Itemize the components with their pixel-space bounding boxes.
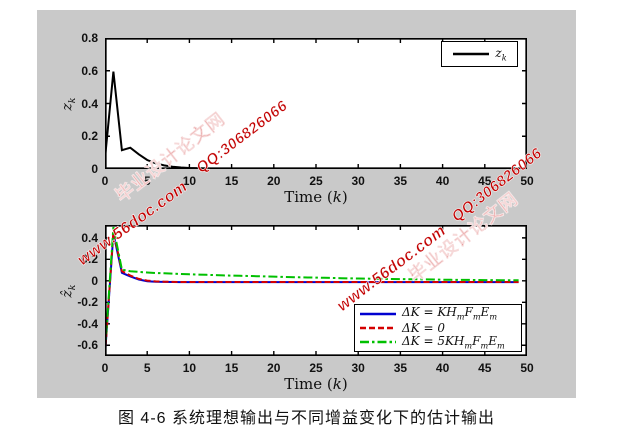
legend-entry: ΔK = 0 xyxy=(359,322,517,334)
legend-line-swatch xyxy=(360,341,396,344)
top-plot-axes: 0 5 10 15 20 25 30 35 40 45 50 0 0.2 0.4 0.6 0.8 Time (k… xyxy=(59,32,533,205)
x-tick-label: 45 xyxy=(478,361,492,375)
legend-entry-label: ΔK = 5KHmFmEm xyxy=(402,333,505,351)
series-line xyxy=(105,226,519,352)
legend-entry-label: ΔK = KHmFmEm xyxy=(402,305,498,322)
x-tick-label: 10 xyxy=(182,361,197,375)
series-line xyxy=(105,231,519,355)
x-tick-label: 5 xyxy=(143,174,151,188)
x-tick-label: 50 xyxy=(520,174,534,188)
y-tick-label: 0.2 xyxy=(81,252,98,267)
figure-caption: 图 4-6 系统理想输出与不同增益变化下的估计输出 xyxy=(117,410,496,427)
legend-entry: ΔK = 5KHmFmEm xyxy=(359,335,517,350)
y-tick-label: 0.4 xyxy=(81,96,98,111)
y-tick-label: 0.8 xyxy=(81,31,98,45)
y-tick-label: 0 xyxy=(91,273,98,288)
x-tick-label: 25 xyxy=(309,174,323,188)
y-tick-label: 0 xyxy=(91,162,98,176)
axes-box-border xyxy=(105,225,527,356)
x-tick-label: 10 xyxy=(182,174,197,188)
figure-canvas: 0 5 10 15 20 25 30 35 40 45 50 0 0.2 0.4 0.6 0.8 Time (k… xyxy=(37,10,576,398)
x-axis-label: Time (k) xyxy=(284,375,348,393)
axes-box-border xyxy=(105,38,527,169)
x-tick-label: 40 xyxy=(435,361,450,375)
plot-curves-svg xyxy=(105,225,527,356)
y-tick-label: -0.2 xyxy=(77,295,98,310)
legend: zk xyxy=(441,41,518,67)
x-tick-label: 0 xyxy=(101,361,109,375)
y-tick-label: 0.2 xyxy=(81,129,98,144)
x-tick-label: 20 xyxy=(267,174,281,188)
x-tick-label: 15 xyxy=(224,174,239,188)
x-tick-label: 35 xyxy=(393,361,408,375)
x-axis-label: Time (k) xyxy=(284,188,348,206)
x-tick-label: 5 xyxy=(143,361,151,375)
y-tick-label: -0.6 xyxy=(77,338,98,353)
x-tick-label: 30 xyxy=(351,361,365,375)
legend-entry: ΔK = KHmFmEm xyxy=(359,306,517,321)
x-tick-label: 15 xyxy=(224,361,239,375)
x-tick-label: 45 xyxy=(478,174,492,188)
bottom-plot-axes: 0 5 10 15 20 25 30 35 40 45 50 -0.6 -0.4 -0.2 0 0.2 0.4 T… xyxy=(59,225,534,392)
legend-entry-label: ΔK = 0 xyxy=(402,321,445,335)
legend-line-swatch xyxy=(360,312,396,315)
x-tick-label: 25 xyxy=(309,361,323,375)
legend-entry-label: zk xyxy=(495,45,507,63)
y-axis-label: ẑk xyxy=(59,283,79,298)
x-tick-label: 0 xyxy=(101,174,109,188)
x-tick-label: 35 xyxy=(393,174,408,188)
legend: ΔK = KHmFmEm ΔK = 0 ΔK = 5KHmFmEm xyxy=(354,304,522,352)
legend-line-swatch xyxy=(360,326,396,330)
legend-line-swatch xyxy=(453,52,490,56)
x-tick-label: 30 xyxy=(351,174,365,188)
series-line xyxy=(105,71,519,169)
legend-entry: zk xyxy=(446,47,513,62)
x-tick-label: 20 xyxy=(267,361,281,375)
y-tick-label: 0.6 xyxy=(81,63,98,78)
y-axis-label: zk xyxy=(59,96,79,111)
y-tick-label: 0.4 xyxy=(81,230,98,245)
x-tick-label: 50 xyxy=(520,361,534,375)
y-tick-label: -0.4 xyxy=(77,316,98,331)
x-tick-label: 40 xyxy=(435,174,450,188)
plot-curves-svg xyxy=(105,38,527,169)
